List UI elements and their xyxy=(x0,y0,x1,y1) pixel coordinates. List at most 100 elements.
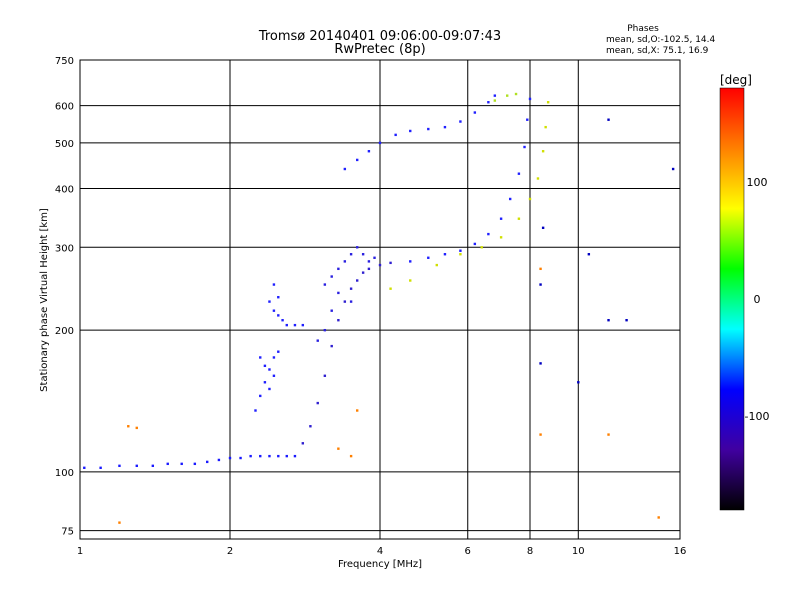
data-point-o_cloud xyxy=(343,260,347,263)
data-point-o_rise3 xyxy=(301,442,305,445)
data-point-o_f2 xyxy=(443,253,447,256)
y-tick-label: 200 xyxy=(55,326,74,337)
data-point-o_rise3 xyxy=(337,318,340,322)
data-point-x_f2 xyxy=(544,125,547,129)
colorbar-label: [deg] xyxy=(720,73,752,87)
data-point-o_blob2 xyxy=(263,381,267,384)
data-point-o_blob2 xyxy=(259,394,262,398)
y-tick-label: 750 xyxy=(55,56,74,67)
data-point-o_cloud xyxy=(330,275,333,278)
data-point-o_upper xyxy=(427,127,430,131)
data-point-o_low xyxy=(268,454,271,458)
data-point-o_cloud xyxy=(337,291,340,295)
y-tick-label: 500 xyxy=(55,139,74,150)
data-point-scatter_misc xyxy=(355,409,359,412)
data-point-scatter_misc xyxy=(127,425,130,428)
data-point-x_upper xyxy=(514,92,518,96)
data-point-o_low xyxy=(135,464,138,468)
data-point-o_cloud xyxy=(323,283,327,286)
data-point-o_rise3 xyxy=(367,267,371,271)
data-point-x_f2 xyxy=(517,217,521,220)
data-point-x_f2 xyxy=(541,150,545,153)
colorbar-tick-label: -100 xyxy=(745,410,770,423)
colorbar-tick-label: 100 xyxy=(747,176,768,189)
data-point-o_upper xyxy=(487,101,490,104)
data-point-o_upper xyxy=(378,141,382,145)
y-tick-labels: 75 100 200 300 400 500 600 750 xyxy=(55,56,74,538)
data-point-o_low xyxy=(166,462,169,466)
data-point-o_f2 xyxy=(517,172,521,175)
data-point-o_cloud xyxy=(355,246,359,249)
phases-box: Phases mean, sd,O:-102.5, 14.4 mean, sd,… xyxy=(606,24,716,56)
x-tick-labels: 1 2 4 6 8 10 16 xyxy=(77,546,687,557)
x-tick-label: 8 xyxy=(527,546,533,557)
data-point-o_cloud xyxy=(349,300,353,303)
y-tick-label: 75 xyxy=(61,527,74,538)
chart-title: Tromsø 20140401 09:06:00-09:07:43 xyxy=(258,29,501,44)
data-point-o_cloud xyxy=(337,267,340,271)
data-point-o_upper xyxy=(473,111,477,114)
data-point-o_upper xyxy=(394,133,397,137)
data-point-o_low xyxy=(151,464,155,468)
x-tick-label: 1 xyxy=(77,546,83,557)
x-axis-label: Frequency [MHz] xyxy=(338,559,422,570)
phases-line-o: mean, sd,O:-102.5, 14.4 xyxy=(606,35,716,45)
data-point-o_cloud xyxy=(330,309,333,312)
data-point-scatter_misc xyxy=(539,433,542,436)
data-point-o_rise3 xyxy=(309,425,312,428)
data-point-x_f2 xyxy=(409,279,412,282)
data-point-scatter_blue xyxy=(539,283,542,286)
x-tick-label: 16 xyxy=(674,546,687,557)
data-point-o_low xyxy=(293,454,297,458)
colorbar-tick-label: 0 xyxy=(754,293,761,306)
data-point-o_blob2b xyxy=(268,300,271,303)
data-point-o_low xyxy=(239,456,242,460)
data-point-scatter_misc xyxy=(349,454,353,458)
data-point-o_blob2 xyxy=(268,387,271,391)
data-point-o_low xyxy=(249,454,252,458)
data-point-scatter_misc xyxy=(135,426,138,430)
phases-line-x: mean, sd,X: 75.1, 16.9 xyxy=(606,46,709,56)
data-point-scatter_blue xyxy=(671,167,675,171)
data-point-o_rise3 xyxy=(330,344,333,348)
data-point-o_low xyxy=(205,460,209,464)
data-point-scatter_misc xyxy=(607,433,610,436)
data-point-scatter_blue xyxy=(625,318,628,322)
data-point-o_cloud xyxy=(316,339,319,342)
data-point-o_blob2 xyxy=(268,368,271,371)
data-point-o_f2 xyxy=(487,232,490,236)
data-point-x_upper xyxy=(493,99,497,102)
data-point-o_blob2 xyxy=(259,356,262,359)
data-point-o_blob2 xyxy=(263,364,267,368)
data-point-scatter_blue xyxy=(541,226,545,230)
data-point-o_upper xyxy=(343,167,347,171)
data-point-o_f2 xyxy=(499,217,503,220)
data-point-o_rise3 xyxy=(349,287,353,290)
data-point-o_rise3 xyxy=(355,279,359,282)
data-point-o_upper xyxy=(355,158,359,162)
data-point-scatter_blue xyxy=(577,381,580,384)
y-tick-label: 100 xyxy=(55,468,74,479)
data-point-o_f2 xyxy=(427,256,430,259)
data-point-x_f2 xyxy=(528,197,532,201)
data-point-o_low xyxy=(118,464,121,468)
data-point-o_blob2 xyxy=(254,409,257,412)
y-tick-label: 400 xyxy=(55,184,74,195)
data-point-scatter_blue xyxy=(607,118,610,121)
data-points xyxy=(83,92,675,524)
chart-subtitle: RwPretec (8p) xyxy=(334,42,425,57)
data-point-o_f2 xyxy=(473,242,477,246)
data-point-o_upper xyxy=(367,150,371,153)
data-point-scatter_blue xyxy=(539,362,542,365)
data-point-scatter_misc xyxy=(337,447,340,450)
data-point-o_upper xyxy=(459,120,462,123)
data-point-x_f2 xyxy=(389,287,392,290)
data-point-o_upper xyxy=(493,94,497,97)
data-point-scatter_blue xyxy=(607,318,610,322)
data-point-o_blob2b xyxy=(293,323,297,327)
data-point-scatter_misc xyxy=(539,267,542,271)
x-tick-label: 2 xyxy=(227,546,233,557)
data-point-o_low xyxy=(228,456,232,460)
data-point-o_cloud xyxy=(323,328,327,332)
